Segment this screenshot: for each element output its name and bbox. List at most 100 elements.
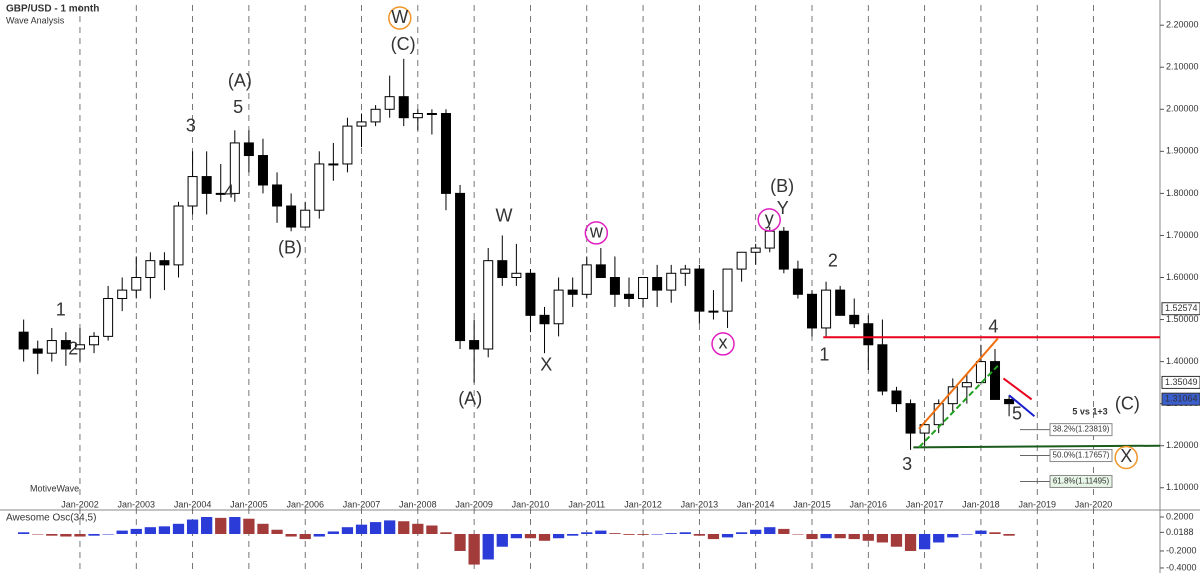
x-tick-label: Jan-2012 — [624, 499, 662, 509]
osc-bar — [215, 517, 227, 534]
candle-body — [384, 96, 395, 110]
candle-body — [666, 272, 677, 291]
osc-bar — [369, 522, 382, 534]
candle-body — [581, 264, 592, 295]
candle-body — [201, 176, 212, 194]
osc-bar — [158, 526, 171, 534]
wave-label: (C) — [1115, 394, 1140, 414]
osc-bar — [440, 532, 452, 534]
trend-line — [913, 444, 1161, 449]
x-tick-label: Jan-2015 — [793, 499, 831, 509]
x-tick-label: Jan-2020 — [1075, 499, 1113, 509]
wave-label: 1 — [819, 344, 829, 364]
candle-body — [131, 276, 142, 291]
price-marker — [1161, 302, 1200, 316]
fib-label: 38.2%(1.23819) — [1053, 425, 1110, 434]
candle-body — [103, 298, 114, 337]
wave-label: w — [589, 222, 604, 242]
osc-bar — [567, 533, 579, 536]
osc-bar — [637, 533, 649, 535]
osc-bar — [327, 531, 339, 534]
candle-body — [243, 142, 254, 157]
osc-bar — [510, 533, 522, 539]
wave-label: y — [765, 209, 774, 229]
candle-body — [975, 361, 986, 384]
osc-bar — [778, 528, 790, 534]
osc-bar — [764, 527, 776, 534]
candle-body — [778, 230, 789, 270]
wave-label: (A) — [228, 71, 252, 91]
candle-body — [328, 163, 339, 166]
x-tick-label: Jan-2014 — [737, 499, 775, 509]
candle-body — [750, 247, 761, 253]
osc-bar — [229, 517, 241, 534]
fib-label: 61.8%(1.11495) — [1053, 477, 1110, 486]
candle-body — [722, 268, 733, 312]
x-tick-label: Jan-2003 — [118, 499, 156, 509]
trend-line — [1002, 377, 1033, 401]
candle-body — [736, 251, 747, 270]
candle-body — [539, 314, 550, 325]
osc-bar — [834, 533, 846, 539]
osc-bar — [890, 533, 903, 547]
wave-label: X — [1120, 446, 1132, 466]
wave-circle — [584, 221, 609, 245]
y-tick-label: 1.10000 — [1166, 482, 1199, 492]
candle-body — [32, 348, 43, 354]
wave-label: (B) — [278, 238, 302, 258]
candle-body — [863, 323, 874, 346]
osc-bar — [918, 533, 931, 550]
x-tick-label: Jan-2007 — [343, 499, 381, 509]
osc-bar — [862, 533, 874, 541]
fib-note: 5 vs 1+3 — [1072, 406, 1107, 416]
y-tick-label: 2.00000 — [1166, 104, 1199, 114]
osc-bar — [398, 521, 410, 534]
osc-bar — [651, 533, 663, 535]
candle-body — [74, 344, 85, 350]
candle-body — [356, 121, 367, 127]
osc-bar — [102, 533, 114, 535]
x-tick-label: Jan-2009 — [455, 499, 493, 509]
osc-bar — [186, 519, 199, 534]
candle-body — [497, 260, 508, 278]
candle-body — [623, 293, 634, 300]
candle-body — [272, 184, 283, 207]
candle-body — [792, 268, 803, 295]
osc-tick-label: -0.2000 — [1166, 545, 1197, 555]
osc-bar — [623, 533, 635, 535]
x-tick-label: Jan-2019 — [1018, 499, 1056, 509]
osc-bar — [961, 533, 973, 535]
osc-bar — [933, 533, 945, 543]
x-tick-label: Jan-2008 — [399, 499, 437, 509]
candle-body — [891, 390, 902, 405]
fib-box — [1049, 449, 1113, 463]
price-marker-label: 1.35049 — [1165, 377, 1198, 387]
wave-label: 2 — [68, 339, 78, 359]
price-marker-label: 1.31064 — [1165, 394, 1198, 404]
wave-circle — [757, 208, 781, 232]
candle-body — [469, 340, 480, 350]
candle-body — [89, 335, 100, 346]
candle-body — [398, 96, 409, 119]
osc-bar — [74, 533, 86, 537]
osc-bar — [426, 525, 438, 534]
candle-body — [511, 272, 522, 278]
osc-bar — [581, 532, 593, 534]
osc-tick-label: -0.4000 — [1166, 562, 1197, 572]
osc-bar — [989, 532, 1001, 534]
wave-circle — [1114, 445, 1138, 470]
y-tick-label: 1.50000 — [1166, 314, 1199, 324]
candle-body — [117, 289, 128, 300]
candle-body — [694, 268, 705, 312]
candle-body — [229, 142, 240, 194]
candle-body — [835, 289, 846, 316]
osc-bar — [806, 533, 818, 540]
osc-bar — [468, 533, 480, 565]
osc-tick-label: 0.2000 — [1166, 511, 1194, 521]
y-tick-label: 1.70000 — [1166, 230, 1199, 240]
osc-bar — [524, 533, 537, 539]
candle-body — [342, 125, 353, 165]
osc-bar — [285, 533, 297, 537]
osc-bar — [496, 533, 508, 547]
fib-box — [1049, 423, 1113, 437]
